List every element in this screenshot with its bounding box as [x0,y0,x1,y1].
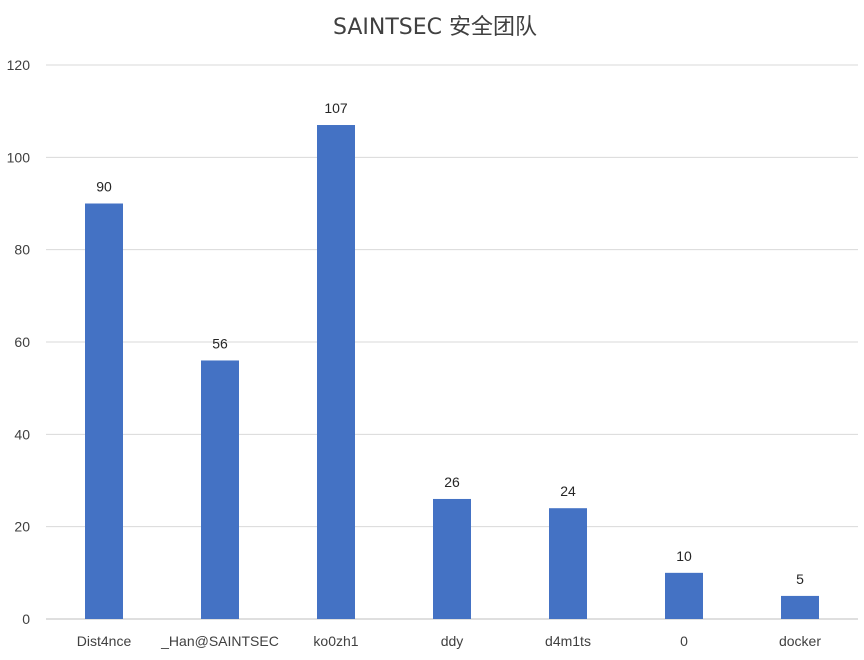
data-label: 26 [444,474,460,490]
data-label: 107 [324,100,348,116]
x-tick-label: 0 [680,633,688,649]
data-labels: 90 56 107 26 24 10 5 [96,100,804,587]
data-label: 56 [212,335,228,351]
y-axis-ticks: 0 20 40 60 80 100 120 [7,57,31,627]
chart-title: SAINTSEC 安全团队 [333,15,537,40]
x-tick-label: d4m1ts [545,633,591,649]
data-label: 10 [676,548,692,564]
x-axis-ticks: Dist4nce _Han@SAINTSEC ko0zh1 ddy d4m1ts 0 doc… [77,633,822,649]
y-tick-label: 0 [22,611,30,627]
bars [85,125,819,620]
y-tick-label: 20 [14,519,30,535]
y-tick-label: 120 [7,57,31,73]
data-label: 5 [796,571,804,587]
x-tick-label: Dist4nce [77,633,132,649]
x-tick-label: ddy [441,633,464,649]
bar [549,508,587,619]
data-label: 90 [96,179,112,195]
gridlines [46,64,858,620]
x-tick-label: docker [779,633,821,649]
bar [201,360,239,619]
bar [317,125,355,620]
bar [781,595,819,619]
y-tick-label: 100 [7,149,31,165]
x-tick-label: _Han@SAINTSEC [160,633,279,649]
data-label: 24 [560,483,576,499]
bar [665,572,703,619]
bar [433,498,471,619]
bar [85,203,123,619]
y-tick-label: 40 [14,426,30,442]
x-tick-label: ko0zh1 [313,633,358,649]
y-tick-label: 80 [14,242,30,258]
y-tick-label: 60 [14,334,30,350]
